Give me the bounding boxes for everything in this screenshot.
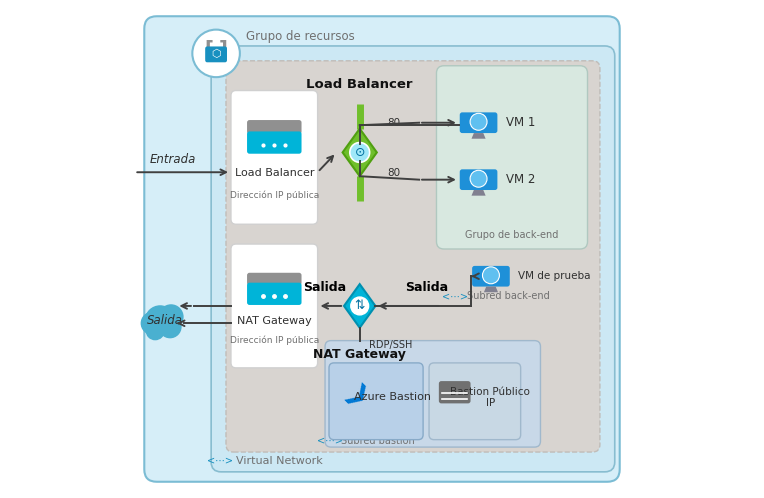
Text: <⋯>: <⋯> xyxy=(206,456,232,466)
Text: <⋯>: <⋯> xyxy=(442,291,468,301)
Text: Dirección IP pública: Dirección IP pública xyxy=(230,190,319,200)
Text: ⬡: ⬡ xyxy=(211,49,221,59)
Text: <⋯>: <⋯> xyxy=(317,436,343,446)
Text: Grupo de recursos: Grupo de recursos xyxy=(246,29,354,42)
Text: Bastion Público
IP: Bastion Público IP xyxy=(451,386,530,408)
Text: Azure Bastion: Azure Bastion xyxy=(354,392,431,402)
FancyBboxPatch shape xyxy=(231,91,318,224)
Text: NAT Gateway: NAT Gateway xyxy=(237,316,312,326)
Circle shape xyxy=(159,316,181,338)
FancyBboxPatch shape xyxy=(439,381,471,403)
FancyBboxPatch shape xyxy=(436,66,588,249)
Text: ❯: ❯ xyxy=(339,381,371,414)
FancyBboxPatch shape xyxy=(247,273,302,285)
Circle shape xyxy=(146,322,164,340)
Text: NAT Gateway: NAT Gateway xyxy=(313,349,406,362)
Text: Virtual Network: Virtual Network xyxy=(236,456,322,466)
Circle shape xyxy=(470,114,487,130)
Circle shape xyxy=(193,29,240,77)
FancyBboxPatch shape xyxy=(329,363,423,440)
Text: Subred bastión: Subred bastión xyxy=(342,436,415,446)
Circle shape xyxy=(350,142,370,162)
Circle shape xyxy=(145,306,175,336)
Polygon shape xyxy=(471,133,486,139)
Text: VM de prueba: VM de prueba xyxy=(518,271,591,281)
Text: ⇅: ⇅ xyxy=(354,299,365,312)
FancyBboxPatch shape xyxy=(247,120,302,134)
FancyBboxPatch shape xyxy=(460,169,497,190)
Text: 80: 80 xyxy=(387,118,400,127)
Text: 80: 80 xyxy=(387,168,400,178)
Text: Load Balancer: Load Balancer xyxy=(235,168,314,178)
FancyBboxPatch shape xyxy=(247,131,302,154)
Circle shape xyxy=(351,297,368,315)
Text: Entrada: Entrada xyxy=(150,153,196,166)
FancyBboxPatch shape xyxy=(211,46,615,472)
Text: Salida: Salida xyxy=(405,281,448,294)
FancyBboxPatch shape xyxy=(429,363,520,440)
Polygon shape xyxy=(484,286,498,292)
Text: ]: ] xyxy=(219,40,228,59)
Text: VM 1: VM 1 xyxy=(506,116,535,129)
FancyBboxPatch shape xyxy=(460,113,497,133)
FancyBboxPatch shape xyxy=(325,341,540,447)
Circle shape xyxy=(483,267,500,284)
Text: Salida: Salida xyxy=(147,314,183,327)
Text: [: [ xyxy=(205,40,214,59)
Text: Load Balancer: Load Balancer xyxy=(306,78,413,91)
FancyBboxPatch shape xyxy=(472,266,510,286)
Text: Grupo de back-end: Grupo de back-end xyxy=(465,230,558,240)
Text: ⊙: ⊙ xyxy=(354,146,365,159)
Circle shape xyxy=(141,312,163,334)
Polygon shape xyxy=(344,284,375,328)
Circle shape xyxy=(470,170,487,187)
Polygon shape xyxy=(471,190,486,196)
Text: Subred back-end: Subred back-end xyxy=(467,291,550,301)
Text: RDP/SSH: RDP/SSH xyxy=(368,340,412,350)
Text: VM 2: VM 2 xyxy=(506,173,535,186)
Text: Salida: Salida xyxy=(303,281,346,294)
Circle shape xyxy=(159,305,183,329)
FancyBboxPatch shape xyxy=(144,16,620,482)
Text: Dirección IP pública: Dirección IP pública xyxy=(230,336,319,346)
Text: [{}]: [{}] xyxy=(205,48,228,59)
Polygon shape xyxy=(342,128,377,176)
FancyBboxPatch shape xyxy=(247,283,302,305)
FancyBboxPatch shape xyxy=(226,61,600,452)
FancyBboxPatch shape xyxy=(206,46,227,62)
FancyBboxPatch shape xyxy=(231,244,318,368)
